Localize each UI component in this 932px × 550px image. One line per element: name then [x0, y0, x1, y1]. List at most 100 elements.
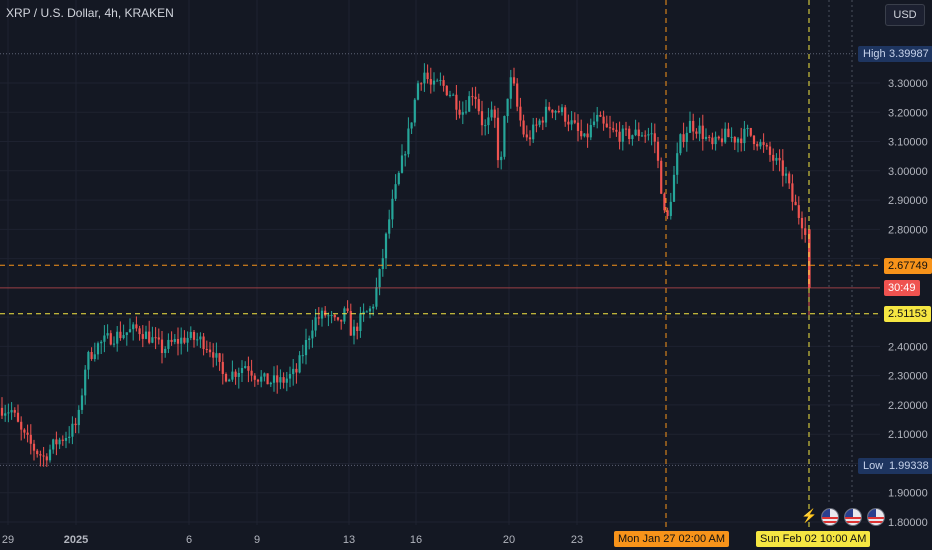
candle-body — [762, 142, 765, 145]
time-tick-label: 13 — [343, 534, 355, 546]
candle-body — [237, 372, 240, 377]
price-tick-label: 2.40000 — [888, 341, 928, 353]
candle-body — [228, 379, 231, 382]
candle-body — [781, 160, 784, 176]
time-tick-label: 9 — [254, 534, 260, 546]
candle-body — [778, 157, 781, 161]
candle-body — [394, 184, 397, 199]
candle-body — [720, 138, 724, 143]
low-label-text: Low — [863, 460, 884, 472]
candle-body — [650, 133, 653, 135]
candle-body — [285, 378, 288, 383]
candle-body — [800, 217, 804, 229]
candle-body — [93, 354, 96, 360]
candle-body — [311, 330, 314, 339]
candle-body — [189, 331, 192, 338]
candle-body — [644, 135, 647, 137]
candle-body — [464, 111, 468, 113]
candle-body — [183, 337, 186, 343]
candle-body — [42, 455, 45, 457]
candle-body — [112, 343, 116, 345]
us-flag-icon[interactable] — [867, 508, 885, 526]
flash-event-icon[interactable]: ⚡ — [801, 508, 818, 523]
candle-body — [557, 110, 560, 113]
candle-body — [468, 96, 471, 112]
high-label: High — [858, 46, 891, 62]
candle-body — [733, 136, 736, 143]
candle-body — [612, 128, 615, 130]
price-tick-label: 2.30000 — [888, 371, 928, 383]
crosshair-price-tag: 2.67749 — [884, 258, 932, 274]
candle-body — [61, 439, 64, 441]
candle-body — [682, 134, 685, 142]
candle-body — [96, 343, 100, 355]
candle-body — [522, 120, 525, 135]
us-flag-icon[interactable] — [821, 508, 839, 526]
candle-body — [400, 155, 404, 173]
candle-body — [666, 210, 669, 216]
candle-body — [314, 317, 317, 331]
candle-body — [144, 331, 148, 339]
candle-body — [746, 127, 749, 129]
candle-body — [637, 129, 640, 137]
candle-body — [55, 439, 58, 445]
candle-body — [7, 412, 10, 414]
candle-body — [333, 314, 336, 318]
candle-body — [77, 409, 80, 426]
candle-body — [458, 109, 461, 115]
candle-body — [16, 412, 20, 422]
candle-body — [442, 80, 445, 86]
candle-body — [132, 324, 135, 330]
candle-body — [808, 229, 811, 288]
candle-body — [602, 116, 605, 124]
candle-body — [768, 146, 772, 155]
candle-body — [576, 122, 580, 131]
candle-body — [378, 269, 381, 288]
candle-body — [368, 308, 372, 312]
price-tick-label: 1.90000 — [888, 488, 928, 500]
candle-body — [26, 432, 29, 435]
candle-body — [704, 136, 708, 139]
candle-body — [176, 339, 180, 344]
candle-body — [493, 109, 496, 118]
candle-body — [151, 337, 154, 343]
candle-body — [29, 434, 32, 444]
candle-body — [544, 106, 548, 123]
candle-body — [215, 353, 218, 358]
candle-body — [516, 83, 519, 107]
candle-body — [218, 353, 221, 362]
candle-body — [160, 339, 164, 354]
candle-body — [324, 310, 327, 316]
candle-body — [103, 335, 106, 342]
candle-body — [554, 110, 557, 113]
candle-body — [196, 339, 199, 341]
price-tick-label: 2.20000 — [888, 400, 928, 412]
time-tick-label: 16 — [410, 534, 422, 546]
candle-body — [212, 352, 215, 358]
candle-body — [359, 313, 362, 332]
candle-body — [624, 128, 628, 130]
candle-body — [71, 423, 74, 437]
us-flag-icon[interactable] — [844, 508, 862, 526]
candle-body — [535, 124, 538, 126]
candle-body — [484, 125, 487, 127]
candle-body — [692, 120, 695, 132]
candle-body — [84, 369, 87, 396]
candle-body — [80, 395, 84, 410]
candle-body — [410, 122, 413, 129]
candle-body — [208, 349, 212, 353]
candle-body — [90, 351, 93, 360]
candle-body — [23, 429, 26, 433]
candle-body — [20, 421, 23, 430]
candle-body — [327, 315, 330, 317]
currency-button[interactable]: USD — [885, 4, 925, 26]
candle-body — [660, 160, 663, 194]
candle-body — [266, 373, 269, 385]
candle-body — [756, 144, 759, 147]
candle-body — [346, 308, 349, 311]
vertical-line-time-tag: Sun Feb 02 10:00 AM — [756, 531, 871, 547]
candle-body — [541, 120, 544, 123]
candle-body — [336, 317, 340, 320]
candle-body — [148, 331, 151, 343]
